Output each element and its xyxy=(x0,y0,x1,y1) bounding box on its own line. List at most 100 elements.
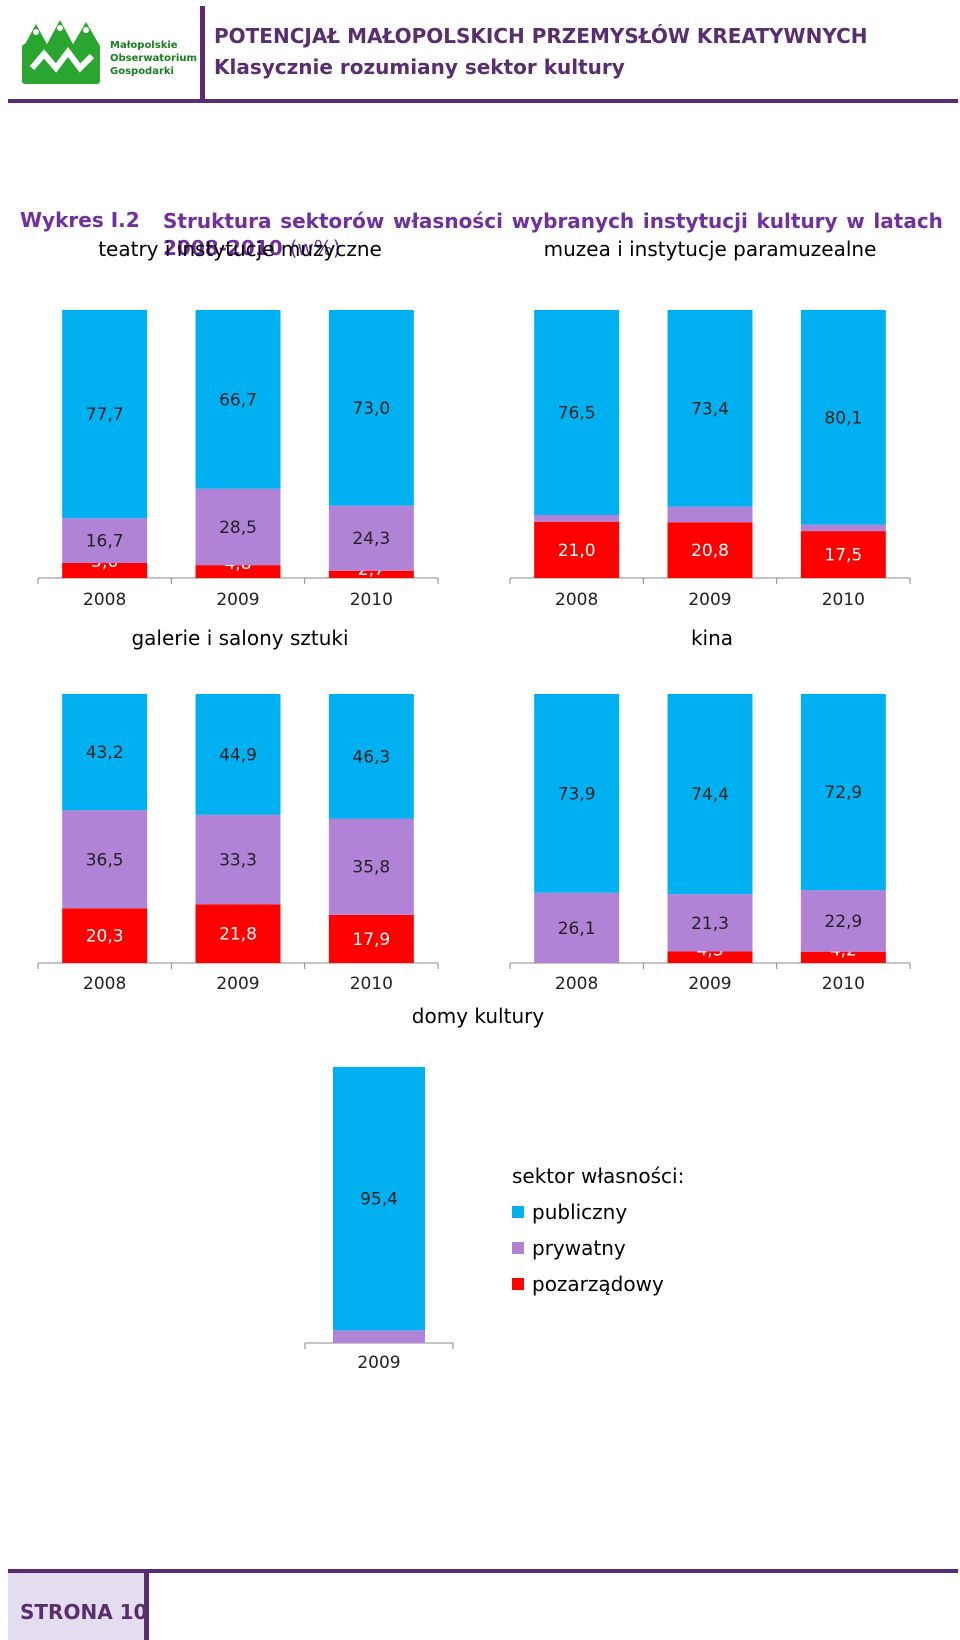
bar-segment-prywatny xyxy=(534,892,620,963)
figure-title-line2: 2008-2010 (w%) xyxy=(163,235,943,262)
footer-rule xyxy=(8,1569,958,1573)
legend-item-pozarzadowy: pozarządowy xyxy=(512,1266,684,1302)
chart-title: muzea i instytucje paramuzealne xyxy=(543,237,877,261)
x-tick-label: 2010 xyxy=(350,974,393,994)
bar-segment-publiczny xyxy=(328,694,414,819)
figure-title-line1: Struktura sektorów własności wybranych insty… xyxy=(163,208,943,235)
figure-title: Struktura sektorów własności wybranych insty… xyxy=(163,208,943,262)
bar-segment-publiczny xyxy=(667,310,753,507)
chart-title: domy kultury xyxy=(411,1004,545,1028)
legend-swatch xyxy=(512,1242,524,1254)
x-tick-label: 2008 xyxy=(555,974,598,994)
bar-segment-prywatny xyxy=(195,814,281,905)
legend-label: prywatny xyxy=(532,1236,626,1260)
logo-text-line: Małopolskie xyxy=(110,40,178,51)
data-label: 44,9 xyxy=(219,745,257,765)
x-tick-label: 2009 xyxy=(688,590,731,610)
chart-title: teatry i instytucje muzyczne xyxy=(98,237,382,261)
x-tick-label: 2008 xyxy=(83,590,126,610)
data-label: 46,3 xyxy=(352,747,390,767)
x-tick-label: 2009 xyxy=(688,974,731,994)
figure-title-word: kultury xyxy=(756,209,838,233)
page-number-box xyxy=(8,1573,144,1640)
figure-unit: (w%) xyxy=(289,236,341,260)
data-label: 26,1 xyxy=(558,919,596,939)
footer-divider xyxy=(144,1573,149,1640)
x-tick-label: 2009 xyxy=(216,590,259,610)
data-label: 17,5 xyxy=(824,546,862,566)
bar-segment-pozarzadowy xyxy=(667,522,753,578)
bar-segment-publiczny xyxy=(195,694,281,815)
figure-title-word: Struktura xyxy=(163,209,272,233)
header-title: POTENCJAŁ MAŁOPOLSKICH PRZEMYSŁÓW KREATY… xyxy=(214,24,868,48)
header-rule xyxy=(8,99,958,103)
logo-text-line: Obserwatorium xyxy=(110,53,197,64)
bar-segment-pozarzadowy xyxy=(195,565,281,578)
data-label: 73,0 xyxy=(352,399,390,419)
bar-segment-prywatny xyxy=(800,524,886,532)
figure-title-years: 2008-2010 xyxy=(163,236,283,260)
x-tick-label: 2009 xyxy=(216,974,259,994)
bar-segment-pozarzadowy xyxy=(62,562,148,578)
data-label: 33,3 xyxy=(219,851,257,871)
data-label: 66,7 xyxy=(219,390,257,410)
legend-item-publiczny: publiczny xyxy=(512,1194,684,1230)
figure-title-word: instytucji xyxy=(642,209,748,233)
data-label: 77,7 xyxy=(86,405,124,425)
data-label: 24,3 xyxy=(352,529,390,549)
x-tick-label: 2008 xyxy=(83,974,126,994)
figure-title-word: sektorów xyxy=(280,209,385,233)
figure-title-word: latach xyxy=(873,209,943,233)
bar-segment-pozarzadowy xyxy=(800,531,886,578)
data-label: 80,1 xyxy=(824,408,862,428)
mog-logo: Małopolskie Obserwatorium Gospodarki xyxy=(18,12,203,97)
header-divider xyxy=(200,6,205,102)
x-tick-label: 2008 xyxy=(555,590,598,610)
bar-segment-prywatny xyxy=(62,518,148,563)
header-subtitle: Klasycznie rozumiany sektor kultury xyxy=(214,55,625,79)
data-label: 22,9 xyxy=(824,912,862,932)
logo-text: Małopolskie Obserwatorium Gospodarki xyxy=(110,39,197,78)
data-label: 95,4 xyxy=(360,1190,398,1210)
legend-swatch xyxy=(512,1278,524,1290)
bar-segment-publiczny xyxy=(534,694,620,893)
bar-segment-publiczny xyxy=(195,310,281,489)
chart-title: galerie i salony sztuki xyxy=(131,626,349,650)
data-label: 20,8 xyxy=(691,541,729,561)
data-label: 21,8 xyxy=(219,925,257,945)
data-label: 28,5 xyxy=(219,518,257,538)
legend-title: sektor własności: xyxy=(512,1164,685,1188)
data-label: 73,9 xyxy=(558,784,596,804)
bar-segment-publiczny xyxy=(534,310,620,516)
bar-segment-pozarzadowy xyxy=(534,521,620,578)
figure-label: Wykres I.2 xyxy=(20,208,140,232)
data-label: 36,5 xyxy=(86,850,124,870)
bar-segment-prywatny xyxy=(667,506,753,523)
bar-segment-pozarzadowy xyxy=(667,951,753,963)
bar-segment-prywatny xyxy=(333,1330,425,1343)
x-tick-label: 2010 xyxy=(350,590,393,610)
bar-segment-publiczny xyxy=(800,310,886,525)
data-label: 76,5 xyxy=(558,404,596,424)
page-number: STRONA 10 xyxy=(20,1600,148,1624)
bar-segment-prywatny xyxy=(800,890,886,952)
bar-segment-publiczny xyxy=(62,310,148,519)
data-label: 21,3 xyxy=(691,914,729,934)
data-label: 73,4 xyxy=(691,399,729,419)
figure-title-word: wybranych xyxy=(511,209,635,233)
bar-segment-pozarzadowy xyxy=(328,914,414,963)
bar-segment-pozarzadowy xyxy=(62,908,148,963)
legend-label: pozarządowy xyxy=(532,1272,664,1296)
figure-title-word: własności xyxy=(393,209,503,233)
x-tick-label: 2009 xyxy=(357,1353,400,1373)
data-label: 74,4 xyxy=(691,785,729,805)
chart-legend: sektor własności: publiczny prywatny poz… xyxy=(512,1164,684,1302)
bar-segment-pozarzadowy xyxy=(195,904,281,963)
bar-segment-prywatny xyxy=(534,515,620,522)
bar-segment-prywatny xyxy=(62,810,148,909)
data-label: 72,9 xyxy=(824,783,862,803)
